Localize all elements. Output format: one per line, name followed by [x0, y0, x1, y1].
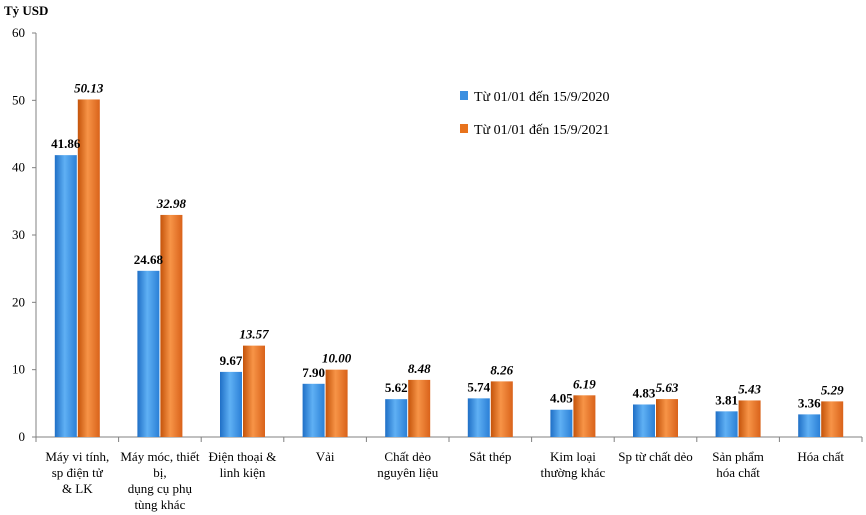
bar-2020-7: [633, 404, 655, 437]
data-label-2021-6: 6.19: [573, 376, 596, 391]
y-tick-label: 30: [12, 227, 25, 242]
data-label-2020-6: 4.05: [550, 391, 573, 406]
data-label-2020-8: 3.81: [715, 392, 738, 407]
legend-swatch-0: [460, 91, 468, 100]
category-label: Kim loại: [550, 449, 596, 464]
data-label-2020-0: 41.86: [51, 136, 81, 151]
bar-2021-5: [490, 381, 513, 437]
bar-2021-8: [738, 400, 761, 437]
bar-2020-9: [798, 414, 821, 437]
y-tick-label: 10: [12, 362, 25, 377]
bar-2021-6: [573, 395, 596, 437]
data-label-2021-3: 10.00: [322, 351, 352, 366]
bar-2020-2: [220, 371, 242, 437]
data-label-2021-1: 32.98: [156, 196, 187, 211]
bar-2021-1: [160, 214, 183, 437]
data-label-2020-2: 9.67: [220, 353, 243, 368]
data-label-2021-8: 5.43: [738, 381, 761, 396]
data-label-2021-4: 8.48: [408, 361, 431, 376]
y-tick-label: 60: [12, 25, 25, 40]
category-label: Sp từ chất dẻo: [618, 449, 693, 464]
category-label: hóa chất: [716, 465, 760, 480]
data-label-2021-9: 5.29: [821, 382, 844, 397]
data-label-2021-7: 5.63: [656, 380, 679, 395]
category-label: Điện thoại &: [209, 449, 277, 464]
data-label-2020-1: 24.68: [134, 252, 164, 267]
data-label-2020-5: 5.74: [467, 379, 490, 394]
category-label: nguyên liệu: [377, 465, 439, 480]
bar-2020-6: [550, 409, 573, 437]
data-label-2020-4: 5.62: [385, 380, 408, 395]
category-label: Hóa chất: [797, 449, 844, 464]
bar-2020-1: [137, 270, 160, 437]
bar-2020-0: [54, 155, 77, 437]
category-label: Sắt thép: [469, 449, 511, 464]
category-label: & LK: [62, 481, 93, 496]
category-label: dụng cụ phụ: [128, 481, 193, 496]
category-label: Máy vi tính,: [45, 449, 109, 464]
bar-2021-7: [656, 399, 678, 437]
category-label: Chất dẻo: [384, 449, 431, 464]
category-label: tùng khác: [134, 497, 185, 512]
data-label-2021-2: 13.57: [239, 327, 269, 342]
legend-label-1: Từ 01/01 đến 15/9/2021: [474, 123, 610, 138]
category-label: Vải: [316, 449, 335, 464]
data-label-2020-7: 4.83: [633, 385, 656, 400]
bar-2021-9: [821, 401, 844, 437]
y-tick-label: 40: [12, 160, 25, 175]
y-tick-label: 0: [19, 429, 26, 444]
legend-swatch-1: [460, 124, 468, 133]
data-label-2021-5: 8.26: [490, 362, 513, 377]
category-label: Máy móc, thiết: [120, 449, 199, 464]
data-label-2021-0: 50.13: [74, 80, 104, 95]
bar-2020-3: [302, 383, 325, 437]
y-axis-unit-label: Tỷ USD: [4, 3, 48, 18]
bar-2021-2: [243, 345, 265, 437]
y-tick-label: 50: [12, 92, 25, 107]
category-label: thường khác: [540, 465, 605, 480]
legend-label-0: Từ 01/01 đến 15/9/2020: [474, 90, 610, 105]
category-label: bị,: [153, 465, 166, 480]
category-label: Sản phẩm: [712, 449, 764, 464]
y-tick-label: 20: [12, 294, 25, 309]
bar-2020-8: [715, 411, 738, 437]
bar-2021-3: [325, 369, 348, 437]
data-label-2020-9: 3.36: [798, 395, 821, 410]
category-label: linh kiện: [220, 465, 266, 480]
bar-2020-5: [467, 398, 490, 437]
bar-2021-4: [408, 379, 431, 437]
category-label: sp điện tử: [52, 465, 104, 480]
bar-2021-0: [77, 99, 100, 437]
bar-2020-4: [385, 399, 408, 437]
data-label-2020-3: 7.90: [302, 365, 325, 380]
